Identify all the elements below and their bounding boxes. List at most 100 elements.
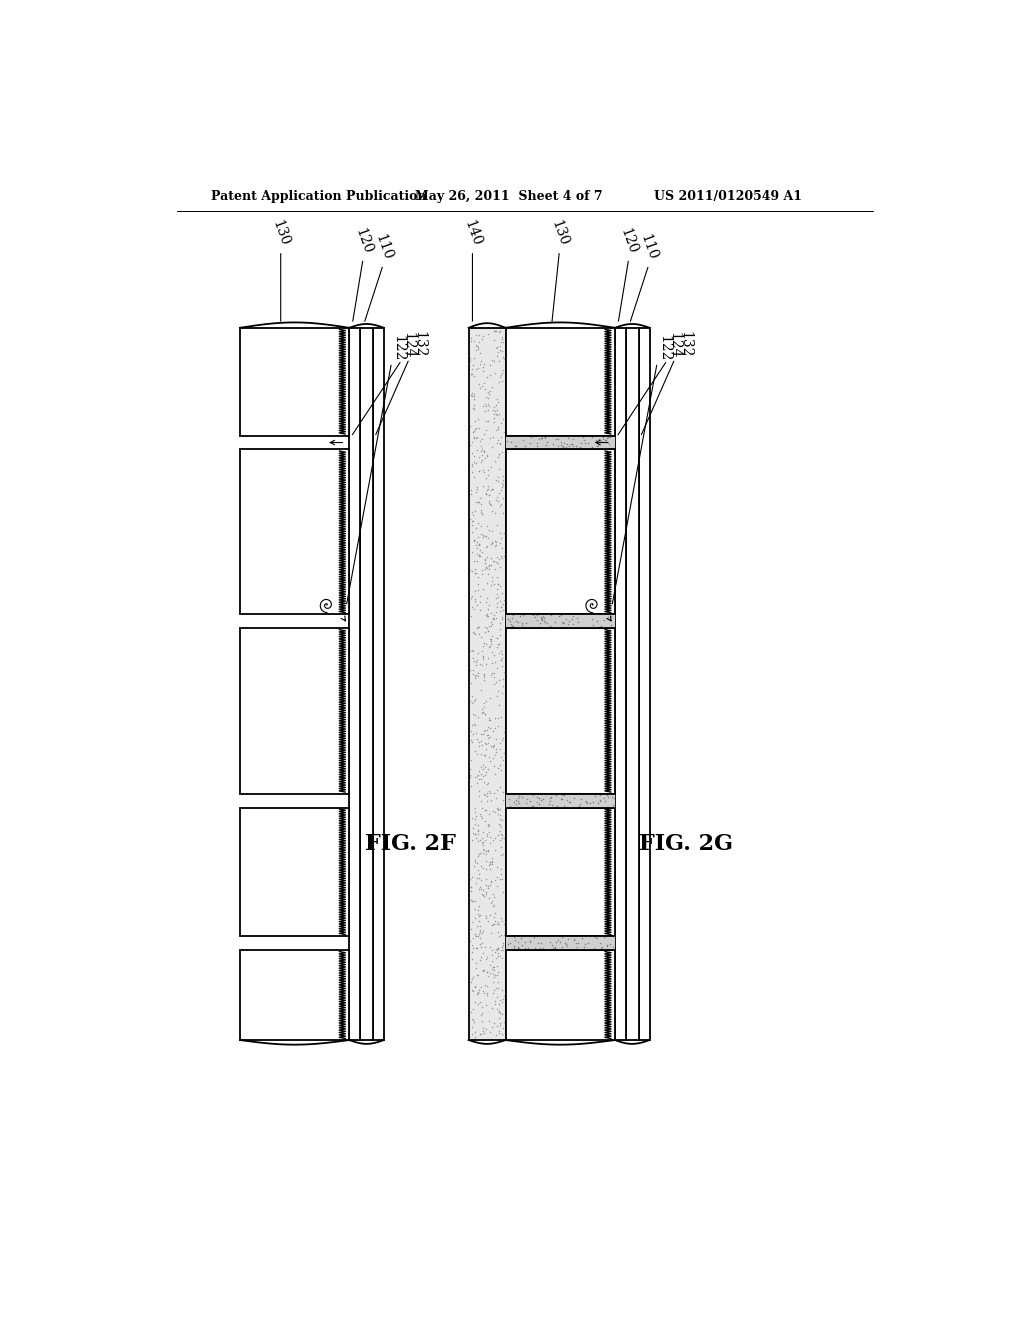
Point: [470, 706, 486, 727]
Point: [487, 870, 504, 891]
Point: [493, 821, 509, 842]
Point: [599, 936, 615, 957]
Point: [481, 492, 498, 513]
Point: [521, 616, 538, 638]
Point: [495, 809, 511, 830]
Point: [534, 610, 550, 631]
Point: [505, 605, 521, 626]
Point: [485, 673, 502, 694]
Point: [527, 606, 544, 627]
Point: [471, 843, 487, 865]
Point: [495, 727, 511, 748]
Point: [587, 785, 603, 807]
Bar: [626, 327, 639, 1040]
Point: [476, 697, 493, 718]
Point: [478, 982, 495, 1003]
Point: [596, 610, 612, 631]
Point: [488, 515, 505, 536]
Point: [542, 793, 558, 814]
Point: [506, 927, 522, 948]
Point: [470, 982, 486, 1003]
Point: [469, 729, 485, 750]
Point: [465, 966, 481, 987]
Bar: [506, 327, 614, 436]
Point: [526, 927, 543, 948]
Point: [531, 793, 548, 814]
Point: [480, 710, 497, 731]
Point: [470, 566, 486, 587]
Point: [467, 411, 483, 432]
Point: [464, 941, 480, 962]
Point: [471, 325, 487, 346]
Point: [488, 388, 505, 409]
Point: [493, 836, 509, 857]
Point: [471, 331, 487, 352]
Point: [596, 927, 612, 948]
Point: [464, 867, 480, 888]
Point: [471, 616, 487, 638]
Point: [480, 323, 497, 345]
Point: [487, 788, 504, 809]
Point: [487, 535, 504, 556]
Point: [494, 825, 510, 846]
Point: [489, 466, 506, 487]
Point: [478, 800, 495, 821]
Point: [472, 488, 488, 510]
Point: [472, 977, 488, 998]
Point: [483, 566, 500, 587]
Text: FIG. 2F: FIG. 2F: [366, 833, 457, 855]
Bar: [506, 950, 614, 1040]
Point: [464, 912, 480, 933]
Point: [472, 933, 488, 954]
Point: [463, 890, 479, 911]
Point: [475, 838, 492, 859]
Point: [590, 430, 606, 451]
Point: [466, 446, 482, 467]
Point: [480, 411, 497, 432]
Point: [476, 441, 493, 462]
Point: [476, 840, 493, 861]
Point: [486, 450, 503, 471]
Point: [492, 945, 508, 966]
Point: [488, 729, 505, 750]
Point: [468, 491, 484, 512]
Point: [496, 348, 512, 370]
Point: [529, 787, 546, 808]
Point: [471, 545, 487, 566]
Point: [475, 921, 492, 942]
Point: [471, 731, 487, 752]
Point: [463, 330, 479, 351]
Point: [472, 354, 488, 375]
Point: [486, 966, 503, 987]
Point: [531, 616, 548, 638]
Text: FIG. 2G: FIG. 2G: [639, 833, 733, 855]
Point: [466, 421, 482, 442]
Point: [479, 725, 496, 746]
Point: [469, 532, 485, 553]
Point: [486, 609, 503, 630]
Point: [486, 605, 503, 626]
Point: [473, 735, 489, 756]
Point: [482, 783, 499, 804]
Point: [489, 636, 506, 657]
Text: May 26, 2011  Sheet 4 of 7: May 26, 2011 Sheet 4 of 7: [416, 190, 603, 203]
Point: [489, 574, 506, 595]
Bar: [506, 793, 614, 808]
Point: [469, 550, 485, 572]
Point: [485, 408, 502, 429]
Point: [486, 663, 503, 684]
Point: [463, 479, 479, 500]
Point: [495, 466, 511, 487]
Point: [462, 508, 478, 529]
Point: [476, 721, 493, 742]
Point: [493, 759, 509, 780]
Point: [477, 393, 494, 414]
Point: [478, 985, 495, 1006]
Point: [478, 783, 495, 804]
Point: [503, 614, 519, 635]
Text: 122: 122: [657, 334, 672, 360]
Point: [463, 730, 479, 751]
Point: [476, 829, 493, 850]
Point: [483, 950, 500, 972]
Point: [565, 929, 582, 950]
